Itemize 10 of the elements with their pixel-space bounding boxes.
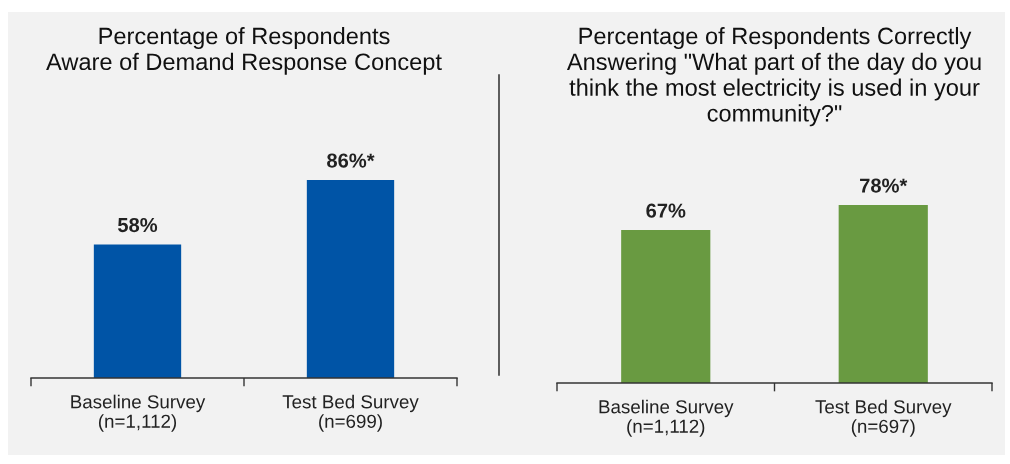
chart-title: Percentage of Respondents Aware of Demand Response Concept (46, 27, 442, 75)
x-tick-label: Baseline Survey (n=1,112) (71, 394, 206, 432)
data-label: 78%* (860, 178, 908, 193)
x-tick-label: Test Bed Survey (n=699) (282, 394, 419, 432)
data-label: 58% (117, 217, 158, 233)
data-label: 86%* (327, 153, 375, 168)
chart-title: Percentage of Respondents Correctly Answering "What part of the day do you think the most electricity is used in your community?" (566, 27, 981, 127)
x-tick-label: Baseline Survey (n=1,112) (599, 399, 734, 437)
data-label: 67% (646, 203, 686, 218)
x-tick-label: Test Bed Survey (n=697) (815, 399, 952, 437)
